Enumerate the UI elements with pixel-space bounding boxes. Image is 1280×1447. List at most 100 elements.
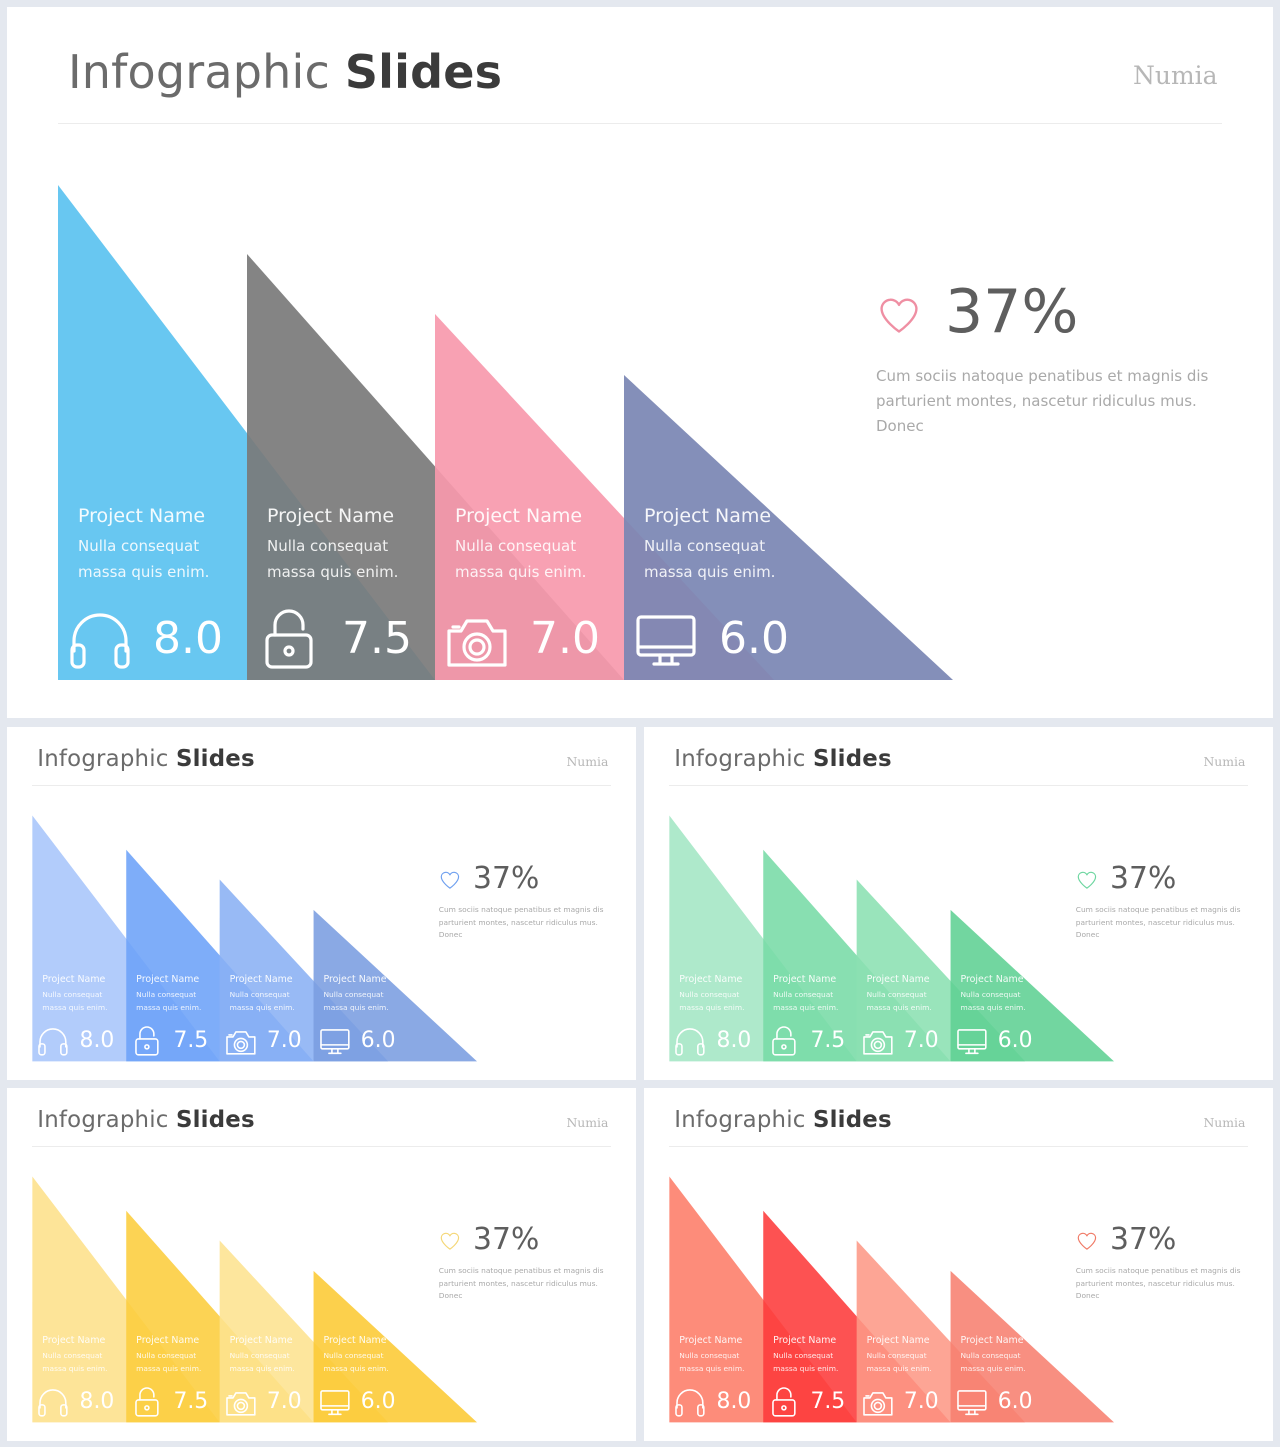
- project-description-line: Nulla consequat: [960, 1351, 1021, 1361]
- title-regular: Infographic: [37, 1106, 169, 1133]
- stat-percentage: 37%: [1110, 861, 1177, 897]
- slide-green[interactable]: Infographic Slides Numia 37% Cum sociis nat…: [644, 727, 1273, 1080]
- stat-percentage: 37%: [1110, 1222, 1177, 1258]
- project-description-line: massa quis enim.: [773, 1364, 839, 1374]
- camera-icon: [862, 1386, 894, 1423]
- monitor-icon: [319, 1025, 351, 1062]
- title-regular: Infographic: [674, 1106, 806, 1133]
- project-name: Project Name: [773, 974, 837, 986]
- project-name: Project Name: [78, 505, 206, 527]
- header-divider: [32, 784, 611, 786]
- project-score: 8.0: [716, 1028, 752, 1054]
- project-description-line: Nulla consequat: [455, 537, 577, 555]
- slide-main[interactable]: Infographic Slides Numia 37% Cum sociis nat…: [7, 7, 1273, 718]
- header-divider: [32, 1145, 611, 1147]
- project-description-line: Nulla consequat: [42, 990, 103, 1000]
- project-description-line: massa quis enim.: [136, 1364, 202, 1374]
- triangle-chart: [58, 185, 953, 680]
- title-regular: Infographic: [68, 45, 330, 99]
- triangle-chart: [669, 815, 1115, 1062]
- project-description-line: Nulla consequat: [644, 537, 766, 555]
- project-score: 7.5: [173, 1389, 209, 1415]
- project-description-line: Nulla consequat: [229, 1351, 290, 1361]
- triangle-chart: [32, 1176, 478, 1423]
- project-name: Project Name: [679, 974, 743, 986]
- project-score: 7.5: [342, 613, 412, 664]
- project-name: Project Name: [136, 1335, 200, 1347]
- project-name: Project Name: [644, 505, 772, 527]
- slide-yellow[interactable]: Infographic Slides Numia 37% Cum sociis nat…: [7, 1088, 636, 1441]
- monitor-icon: [956, 1025, 988, 1062]
- title-bold: Slides: [812, 745, 892, 772]
- project-score: 7.0: [266, 1389, 302, 1415]
- project-description-line: massa quis enim.: [960, 1003, 1026, 1013]
- project-description-line: massa quis enim.: [866, 1003, 932, 1013]
- project-name: Project Name: [323, 1335, 387, 1347]
- stat-description: Cum sociis natoque penatibus et magnis d…: [438, 905, 604, 939]
- project-description-line: Nulla consequat: [866, 1351, 927, 1361]
- project-score: 6.0: [997, 1389, 1033, 1415]
- project-name: Project Name: [42, 1335, 106, 1347]
- project-score: 8.0: [79, 1028, 115, 1054]
- project-description-line: Nulla consequat: [323, 990, 384, 1000]
- title-regular: Infographic: [674, 745, 806, 772]
- project-score: 7.0: [903, 1389, 939, 1415]
- project-score: 8.0: [153, 613, 223, 664]
- project-description-line: Nulla consequat: [866, 990, 927, 1000]
- stat-description: Cum sociis natoque penatibus et magnis d…: [1075, 1266, 1241, 1300]
- header-divider: [58, 123, 1222, 124]
- monitor-icon: [319, 1386, 351, 1423]
- project-triangle-4: [624, 375, 953, 680]
- slide-blue[interactable]: Infographic Slides Numia 37% Cum sociis nat…: [7, 727, 636, 1080]
- project-description-line: Nulla consequat: [773, 990, 834, 1000]
- project-name: Project Name: [679, 1335, 743, 1347]
- project-score: 7.5: [810, 1389, 846, 1415]
- project-description-line: massa quis enim.: [229, 1003, 295, 1013]
- stat-percentage: 37%: [473, 1222, 540, 1258]
- project-description-line: massa quis enim.: [78, 563, 210, 581]
- project-score: 7.0: [903, 1028, 939, 1054]
- heart-icon: [1076, 869, 1098, 896]
- project-description-line: massa quis enim.: [773, 1003, 839, 1013]
- project-description-line: massa quis enim.: [323, 1364, 389, 1374]
- slide-title: Infographic Slides: [68, 45, 502, 99]
- monitor-icon: [634, 607, 698, 676]
- camera-icon: [225, 1386, 257, 1423]
- project-name: Project Name: [866, 974, 930, 986]
- heart-icon: [439, 1230, 461, 1257]
- project-description-line: Nulla consequat: [323, 1351, 384, 1361]
- lock-icon: [257, 607, 321, 676]
- project-triangle-4: [313, 909, 478, 1062]
- triangle-chart: [32, 815, 478, 1062]
- heart-icon: [1076, 1230, 1098, 1257]
- project-description-line: massa quis enim.: [323, 1003, 389, 1013]
- headphones-icon: [37, 1025, 69, 1062]
- lock-icon: [768, 1025, 800, 1062]
- project-description-line: Nulla consequat: [229, 990, 290, 1000]
- project-triangle-4: [950, 909, 1115, 1062]
- camera-icon: [225, 1025, 257, 1062]
- project-score: 6.0: [360, 1389, 396, 1415]
- project-score: 8.0: [79, 1389, 115, 1415]
- project-description-line: massa quis enim.: [42, 1003, 108, 1013]
- headphones-icon: [674, 1386, 706, 1423]
- project-description-line: Nulla consequat: [679, 990, 740, 1000]
- project-description-line: massa quis enim.: [267, 563, 399, 581]
- headphones-icon: [68, 607, 132, 676]
- headphones-icon: [37, 1386, 69, 1423]
- project-name: Project Name: [455, 505, 583, 527]
- title-bold: Slides: [344, 45, 503, 99]
- slide-red[interactable]: Infographic Slides Numia 37% Cum sociis nat…: [644, 1088, 1273, 1441]
- project-name: Project Name: [960, 974, 1024, 986]
- project-score: 7.0: [266, 1028, 302, 1054]
- project-description-line: massa quis enim.: [42, 1364, 108, 1374]
- brand-logo-text: Numia: [1133, 61, 1218, 90]
- project-name: Project Name: [323, 974, 387, 986]
- slide-title: Infographic Slides: [37, 746, 254, 772]
- project-description-line: Nulla consequat: [136, 1351, 197, 1361]
- project-description-line: Nulla consequat: [42, 1351, 103, 1361]
- project-score: 6.0: [997, 1028, 1033, 1054]
- project-score: 8.0: [716, 1389, 752, 1415]
- project-description-line: massa quis enim.: [455, 563, 587, 581]
- project-name: Project Name: [136, 974, 200, 986]
